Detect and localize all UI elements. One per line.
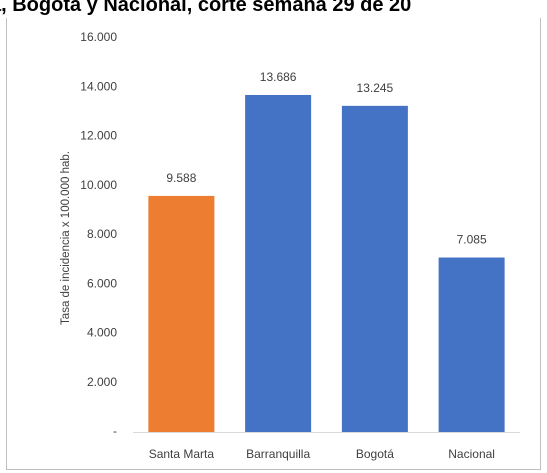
bars bbox=[148, 94, 505, 433]
y-tick-label: 4.000 bbox=[87, 326, 117, 340]
x-tick-label: Santa Marta bbox=[149, 447, 215, 461]
bar bbox=[245, 94, 312, 433]
data-label: 13.686 bbox=[260, 70, 297, 84]
data-label: 7.085 bbox=[457, 233, 487, 247]
bar bbox=[341, 105, 408, 433]
y-axis-label: Tasa de incidencia x 100.000 hab. bbox=[60, 151, 72, 325]
y-axis-ticks: - 2.000 4.000 6.000 8.000 10.000 12.000 14.000 1… bbox=[80, 30, 117, 438]
chart-frame bbox=[6, 18, 541, 470]
y-tick-label: 14.000 bbox=[80, 79, 117, 93]
y-tick-label: 16.000 bbox=[80, 30, 117, 44]
y-tick-label: 10.000 bbox=[80, 178, 117, 192]
x-tick-label: Nacional bbox=[448, 447, 495, 461]
data-label: 9.588 bbox=[166, 171, 196, 185]
data-labels: 9.588 13.686 13.245 7.085 bbox=[166, 70, 487, 247]
bar bbox=[438, 257, 505, 432]
y-tick-label: 8.000 bbox=[87, 227, 117, 241]
x-tick-label: Barranquilla bbox=[246, 447, 310, 461]
x-tick-label: Bogotá bbox=[356, 447, 394, 461]
bar bbox=[148, 195, 215, 432]
x-axis-ticks: Santa Marta Barranquilla Bogotá Nacional bbox=[149, 447, 495, 461]
chart-title: a, Bogotá y Nacional, corte semana 29 de… bbox=[0, 0, 412, 16]
y-tick-label: - bbox=[113, 424, 117, 438]
y-tick-label: 6.000 bbox=[87, 276, 117, 290]
y-tick-label: 12.000 bbox=[80, 129, 117, 143]
y-tick-label: 2.000 bbox=[87, 375, 117, 389]
data-label: 13.245 bbox=[357, 81, 394, 95]
